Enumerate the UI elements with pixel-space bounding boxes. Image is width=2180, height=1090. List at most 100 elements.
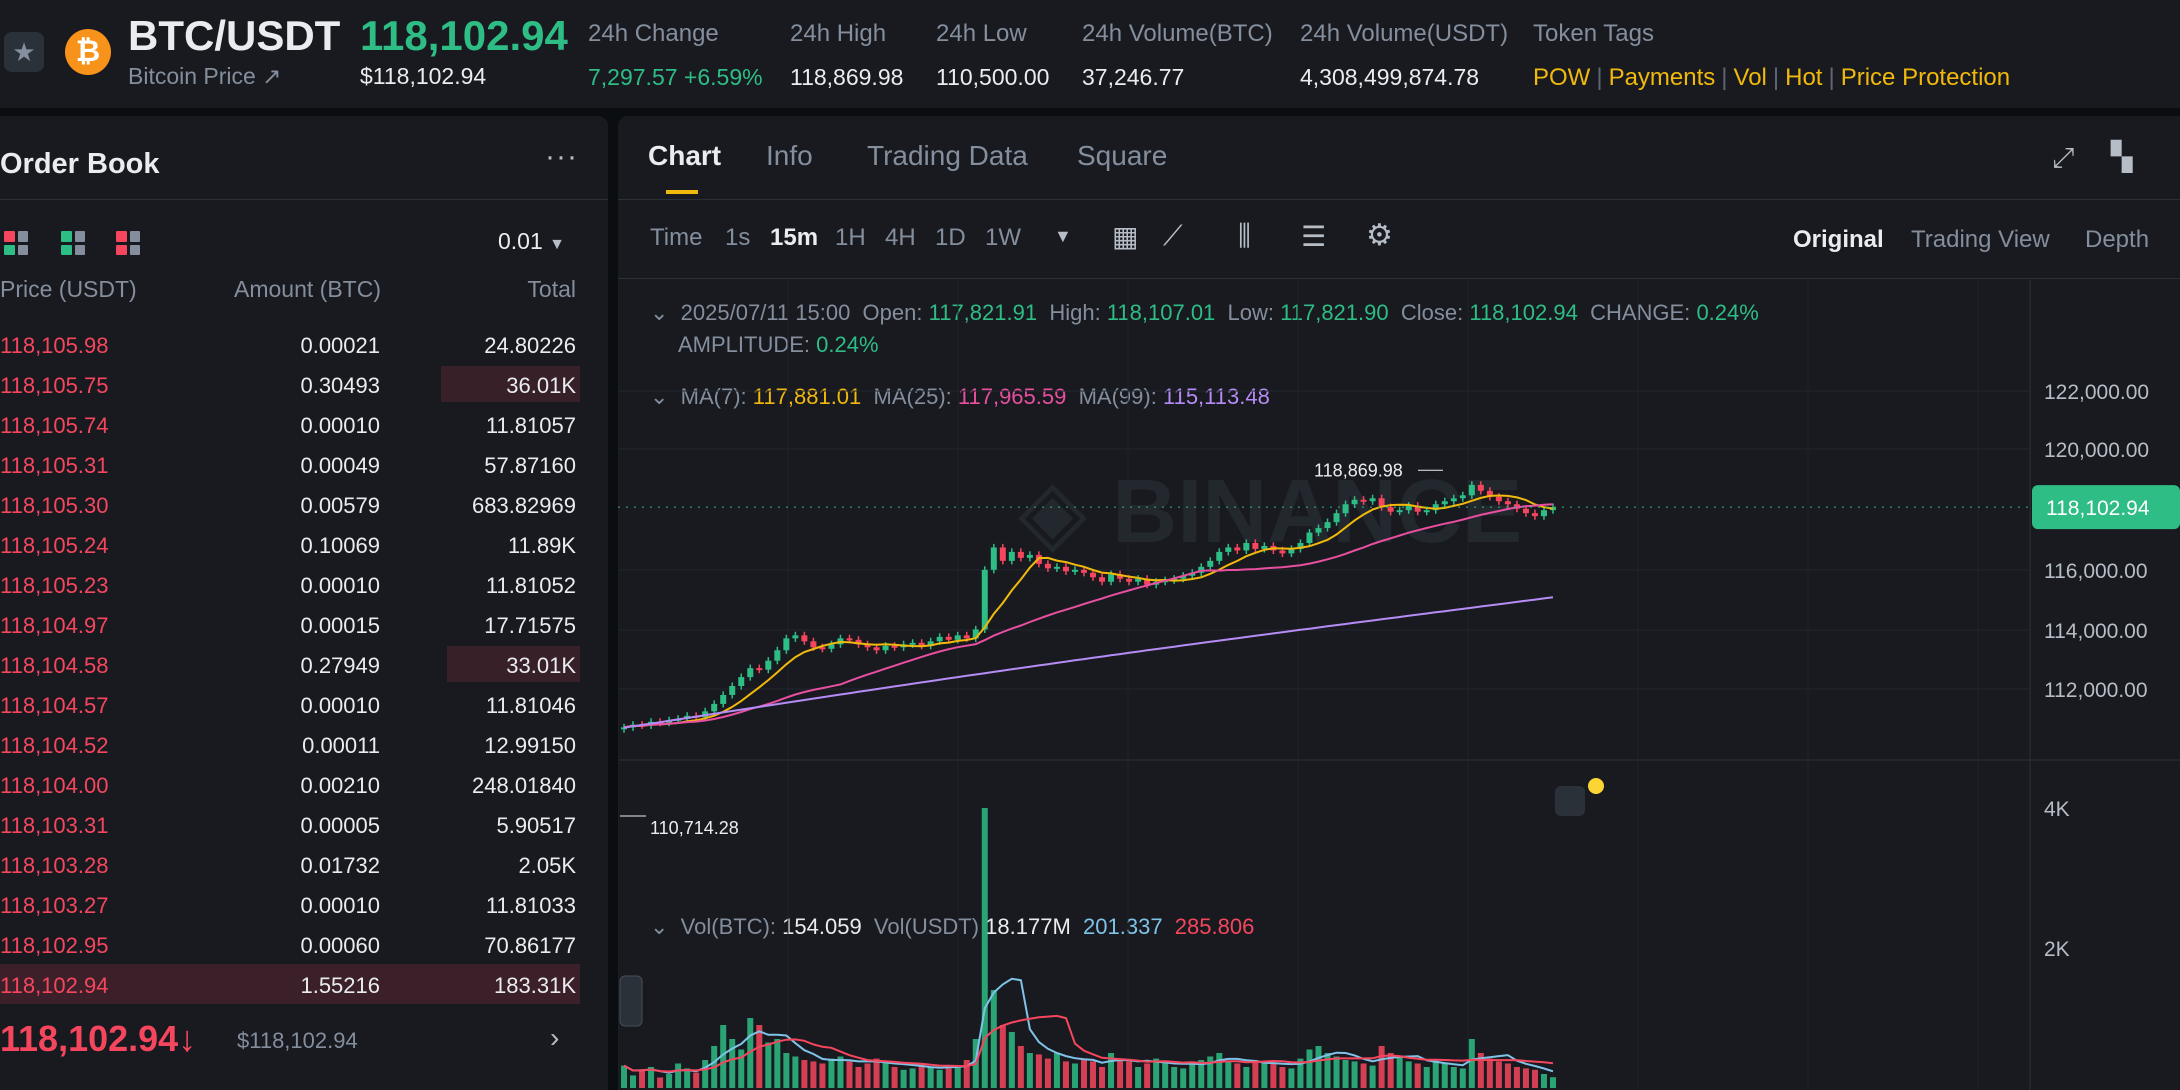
candle-body (954, 635, 961, 640)
chevron-right-icon[interactable]: › (550, 1022, 560, 1053)
ask-row[interactable]: 118,104.52 0.00011 12.99150 (0, 724, 580, 764)
ask-total: 248.01840 (472, 773, 576, 798)
volume-bar (1189, 1063, 1196, 1088)
timeframe-1h[interactable]: 1H (835, 224, 866, 251)
candle-body (738, 677, 745, 687)
ask-row[interactable]: 118,105.24 0.10069 11.89K (0, 524, 580, 564)
volume-ma10-line (623, 1014, 1554, 1073)
ask-row[interactable]: 118,103.31 0.00005 5.90517 (0, 804, 580, 844)
volume-bar (1468, 1039, 1475, 1088)
ohlc-date: 2025/07/11 15:00 (680, 300, 851, 325)
ask-row[interactable]: 118,105.30 0.00579 683.82969 (0, 484, 580, 524)
view-original[interactable]: Original (1793, 226, 1884, 253)
tab-trading-data[interactable]: Trading Data (867, 140, 1028, 171)
star-icon[interactable]: ★ (4, 32, 44, 72)
tab-info[interactable]: Info (766, 140, 813, 171)
ask-price: 118,105.30 (0, 493, 109, 518)
candle-body (1180, 575, 1187, 579)
indicator-icon[interactable]: ⟋ (1163, 220, 1183, 251)
candle-body (1324, 522, 1331, 529)
timeframe-1s[interactable]: 1s (725, 224, 751, 251)
bitcoin-price-link[interactable]: Bitcoin Price ↗ (128, 63, 282, 89)
ellipsis-icon[interactable]: ··· (545, 140, 578, 173)
ask-row[interactable]: 118,105.98 0.00021 24.80226 (0, 324, 580, 364)
tag-payments[interactable]: Payments (1608, 64, 1716, 91)
candle-body (909, 642, 916, 645)
expand-icon[interactable]: ⤢ (2052, 142, 2075, 173)
ask-row[interactable]: 118,102.95 0.00060 70.86177 (0, 924, 580, 964)
ask-row[interactable]: 118,105.74 0.00010 11.81057 (0, 404, 580, 444)
timeframe-4h[interactable]: 4H (885, 224, 916, 251)
ask-row[interactable]: 118,104.58 0.27949 33.01K (0, 644, 580, 684)
collapse-icon[interactable]: ⌄ (650, 300, 669, 325)
candlestick-chart[interactable]: ◈ BINANCE 4K 2K 122,000.00 120,000.00 116,0… (618, 280, 2180, 1090)
ask-price: 118,102.95 (0, 933, 109, 958)
timeframe-15m[interactable]: 15m (770, 224, 819, 251)
ask-row[interactable]: 118,103.27 0.00010 11.81033 (0, 884, 580, 924)
tab-chart[interactable]: Chart (648, 140, 722, 171)
volume-bar (1396, 1056, 1403, 1088)
candle-body (1053, 566, 1060, 569)
ask-amount: 0.00021 (300, 333, 380, 358)
ask-row[interactable]: 118,102.94 1.55216 183.31K (0, 964, 580, 1004)
ask-row[interactable]: 118,105.75 0.30493 36.01K (0, 364, 580, 404)
volume-bar (1008, 1032, 1015, 1088)
y-tick-label: 122,000.00 (2044, 381, 2149, 404)
ask-amount: 0.00060 (300, 933, 380, 958)
open-value: 117,821.91 (928, 300, 1038, 325)
candle-body (1378, 498, 1385, 508)
candle-body (873, 647, 880, 651)
book-view-asks-icon[interactable] (116, 231, 140, 255)
candle-body (1522, 508, 1529, 514)
ask-total: 57.87160 (484, 453, 576, 478)
collapse-icon[interactable]: ⌄ (650, 914, 669, 939)
stat-value: 118,869.98 (790, 64, 904, 90)
gear-icon[interactable]: ⚙ (1366, 219, 1393, 252)
ask-row[interactable]: 118,105.23 0.00010 11.81052 (0, 564, 580, 604)
layout-icon[interactable]: ▚ (2111, 141, 2133, 172)
tab-square[interactable]: Square (1077, 140, 1168, 171)
view-depth[interactable]: Depth (2085, 226, 2150, 253)
vol-btc-label: Vol(BTC): (680, 914, 777, 939)
tag-pow[interactable]: POW (1533, 64, 1591, 91)
ask-row[interactable]: 118,104.57 0.00010 11.81046 (0, 684, 580, 724)
candle-type-icon[interactable]: ⫼ (1238, 220, 1251, 251)
timeframe-1w[interactable]: 1W (985, 224, 1021, 251)
max-price-label: 118,869.98 (1314, 460, 1403, 480)
chart-settings-list-icon[interactable]: ☰ (1301, 221, 1327, 252)
tag-vol[interactable]: Vol (1733, 64, 1767, 91)
collapse-icon[interactable]: ⌄ (650, 384, 669, 409)
col-price-header: Price (USDT) (0, 276, 137, 302)
ask-row[interactable]: 118,104.97 0.00015 17.71575 (0, 604, 580, 644)
candle-body (1414, 505, 1421, 512)
ask-total: 2.05K (518, 853, 577, 878)
ask-amount: 0.30493 (300, 373, 380, 398)
book-view-both-icon[interactable] (4, 231, 28, 255)
tag-hot[interactable]: Hot (1785, 64, 1823, 91)
order-book-panel: Order Book ··· 0.01 ▼ Price (USDT) Amoun… (0, 116, 608, 1090)
ask-row[interactable]: 118,104.00 0.00210 248.01840 (0, 764, 580, 804)
tag-price-protection[interactable]: Price Protection (1840, 64, 2011, 91)
calendar-icon[interactable]: ▦ (1112, 221, 1139, 252)
volume-bar (891, 1067, 898, 1088)
candle-body (936, 636, 943, 642)
volume-bar (882, 1061, 889, 1088)
precision-select[interactable]: 0.01 ▼ (498, 228, 565, 255)
ask-amount: 0.00579 (300, 493, 380, 518)
timeframe-time[interactable]: Time (650, 224, 703, 251)
pair-title[interactable]: BTC/USDT (128, 12, 341, 59)
ask-total: 183.31K (494, 973, 576, 998)
ask-row[interactable]: 118,105.31 0.00049 57.87160 (0, 444, 580, 484)
timeframe-more-icon[interactable]: ▼ (1054, 226, 1072, 246)
candle-body (1117, 574, 1124, 579)
candle-body (1071, 569, 1078, 572)
volume-bar (999, 1025, 1006, 1088)
view-trading-view[interactable]: Trading View (1911, 226, 2050, 253)
timeframe-1d[interactable]: 1D (935, 224, 966, 251)
bitcoin-icon: ₿ (65, 29, 111, 75)
candle-body (945, 636, 952, 640)
book-view-bids-icon[interactable] (61, 231, 85, 255)
candle-body (882, 645, 889, 651)
ask-row[interactable]: 118,103.28 0.01732 2.05K (0, 844, 580, 884)
volume-ma5-line (623, 977, 1554, 1074)
